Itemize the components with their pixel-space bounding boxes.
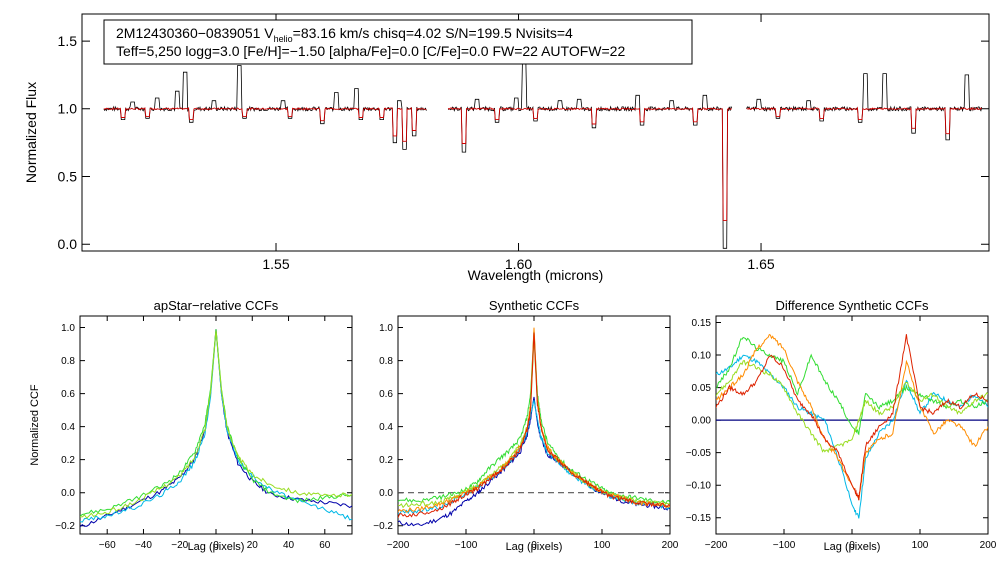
- synthetic_ccf-synth-5-line: [398, 327, 670, 513]
- info-helio-subscript: helio: [274, 34, 293, 44]
- spectrum-xtick-label: 1.55: [262, 256, 289, 272]
- difference_ccf-ytick-label: −0.10: [686, 481, 712, 492]
- difference_ccf-ytick-label: −0.05: [686, 448, 712, 459]
- difference_ccf-ytick-label: 0.05: [692, 383, 712, 394]
- apstar_ccf-xtick-label: 60: [319, 540, 331, 551]
- info-line-2: Teff=5,250 logg=3.0 [Fe/H]=−1.50 [alpha/…: [116, 43, 625, 59]
- synthetic_ccf-ytick-label: 0.0: [379, 488, 393, 499]
- info-star-velocity: 2M12430360−0839051 V: [116, 25, 274, 41]
- apstar_ccf-ylabel: Normalized CCF: [29, 384, 41, 466]
- apstar_ccf-xtick-label: −40: [135, 540, 152, 551]
- apstar_ccf-ccf-1-line: [80, 329, 352, 528]
- difference_ccf-xtick-label: 200: [980, 540, 997, 551]
- model-spectrum-chip-1: [103, 106, 427, 142]
- difference_ccf-xtick-label: 0: [849, 540, 855, 551]
- synthetic_ccf-xtick-label: −200: [387, 540, 410, 551]
- difference_ccf-xtick-label: −100: [773, 540, 796, 551]
- apstar_ccf-xtick-label: −60: [99, 540, 116, 551]
- apstar_ccf-xtick-label: −20: [171, 540, 188, 551]
- synthetic_ccf-ytick-label: 0.2: [379, 455, 393, 466]
- apstar_ccf-xtick-label: 20: [247, 540, 259, 551]
- apstar_ccf-ccf-2-line: [80, 330, 352, 523]
- apstar_ccf-ytick-label: 0.0: [61, 488, 75, 499]
- observed-spectrum-chip-3: [746, 73, 983, 141]
- synthetic_ccf-title: Synthetic CCFs: [489, 298, 580, 313]
- synthetic_ccf-ticks: [397, 316, 671, 534]
- synthetic_ccf-xtick-label: 0: [531, 540, 537, 551]
- synthetic_ccf-synth-3-line: [398, 330, 670, 505]
- spectrum-xtick-label: 1.60: [505, 256, 532, 272]
- spectrum-ticks: [82, 14, 989, 251]
- difference_ccf-title: Difference Synthetic CCFs: [776, 298, 929, 313]
- synthetic_ccf-synth-4-line: [398, 339, 670, 509]
- apstar_ccf-ytick-label: −0.2: [55, 521, 75, 532]
- spectrum-ytick-label: 1.5: [58, 33, 78, 49]
- synthetic_ccf-xlabel: Lag (pixels): [506, 541, 563, 553]
- difference_ccf-ytick-label: −0.15: [686, 513, 712, 524]
- apstar_ccf-ytick-label: 0.6: [61, 389, 75, 400]
- info-fit-stats: =83.16 km/s chisq=4.02 S/N=199.5 Nvisits…: [293, 25, 573, 41]
- model-spectrum-chip-3: [746, 106, 982, 135]
- difference_ccf-xlabel: Lag (pixels): [824, 541, 881, 553]
- difference_ccf-ytick-label: 0.00: [692, 416, 712, 427]
- apstar_ccf-title: apStar−relative CCFs: [154, 298, 279, 313]
- synthetic_ccf-xtick-label: −100: [455, 540, 478, 551]
- synthetic_ccf-xtick-label: 200: [662, 540, 679, 551]
- difference_ccf-ytick-label: 0.10: [692, 351, 712, 362]
- spectrum-frame: [81, 13, 990, 252]
- spectrum-ytick-label: 0.5: [58, 168, 78, 184]
- synthetic_ccf-ytick-label: 0.8: [379, 356, 393, 367]
- synthetic_ccf-ytick-label: 0.4: [379, 422, 393, 433]
- observed-spectrum-chip-2: [447, 63, 733, 249]
- difference-ccf-panel: −200 −100 0 100 200 −0.15 −0.10 −0.05 0.00 0.05 0.…: [686, 298, 997, 553]
- spectrum-ytick-label: 1.0: [58, 101, 78, 117]
- spectrum-info-box: 2M12430360−0839051 Vhelio=83.16 km/s chi…: [103, 19, 693, 65]
- synthetic_ccf-ytick-label: 1.0: [379, 323, 393, 334]
- spectrum-ytick-label: 0.0: [58, 236, 78, 252]
- apstar_ccf-xlabel: Lag (pixels): [188, 541, 245, 553]
- difference_ccf-ytick-label: 0.15: [692, 318, 712, 329]
- difference_ccf-diff-3-line: [716, 359, 988, 454]
- difference_ccf-diff-5-line: [716, 334, 988, 501]
- apstar_ccf-ytick-label: 0.4: [61, 422, 75, 433]
- apstar_ccf-xtick-label: 0: [213, 540, 219, 551]
- info-box-frame: [103, 19, 693, 65]
- apstar_ccf-ytick-label: 1.0: [61, 323, 75, 334]
- synthetic_ccf-ytick-label: −0.2: [373, 521, 393, 532]
- difference_ccf-xtick-label: −200: [705, 540, 728, 551]
- spectrum-ylabel: Normalized Flux: [23, 82, 39, 183]
- apstar_ccf-ytick-label: 0.8: [61, 356, 75, 367]
- synthetic-ccf-panel: −200 −100 0 100 200 −0.2 0.0 0.2 0.4 0.6 0.8 1.0 Syn…: [373, 298, 679, 553]
- apstar_ccf-ccf-4-line: [80, 330, 352, 519]
- spectrum-xtick-label: 1.65: [747, 256, 774, 272]
- synthetic_ccf-synth-6-line: [398, 332, 670, 518]
- observed-spectrum-chip-1: [103, 65, 427, 150]
- synthetic_ccf-synth-1-line: [398, 396, 670, 527]
- apstar_ccf-xtick-label: 40: [283, 540, 295, 551]
- synthetic_ccf-xtick-label: 100: [594, 540, 611, 551]
- apstar_ccf-ccf-3-line: [80, 329, 352, 517]
- model-spectrum-chip-2: [447, 107, 733, 221]
- synthetic_ccf-ytick-label: 0.6: [379, 389, 393, 400]
- info-line-1: 2M12430360−0839051 Vhelio=83.16 km/s chi…: [116, 25, 573, 44]
- apstar_ccf-ytick-label: 0.2: [61, 455, 75, 466]
- spectrum-panel: 1.55 1.60 1.65 0.0 0.5 1.0 1.5 Wavelength (micr…: [23, 13, 990, 283]
- spectrum-xlabel: Wavelength (microns): [468, 267, 604, 283]
- apstar-ccf-panel: −60 −40 −20 0 20 40 60 −0.2 0.0 0.2 0.4 0.6 0.8 1.0 ap…: [29, 298, 353, 553]
- apstar_ccf-ticks: [80, 316, 352, 534]
- difference_ccf-xtick-label: 100: [912, 540, 929, 551]
